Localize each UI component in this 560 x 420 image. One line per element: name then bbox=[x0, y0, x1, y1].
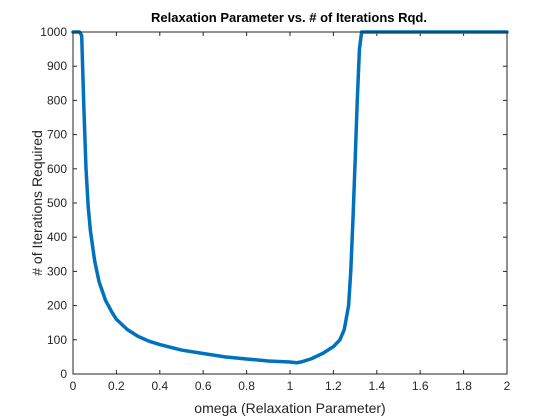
x-tick-label: 1.4 bbox=[368, 379, 385, 393]
chart-title: Relaxation Parameter vs. # of Iterations… bbox=[151, 10, 427, 25]
series-line bbox=[71, 30, 509, 365]
x-axis-title: omega (Relaxation Parameter) bbox=[194, 400, 385, 416]
y-tick-label: 300 bbox=[47, 264, 67, 278]
x-tick-label: 0 bbox=[70, 379, 77, 393]
x-tick-label: 1.8 bbox=[455, 379, 472, 393]
x-tick-label: 1 bbox=[287, 379, 294, 393]
y-tick-label: 400 bbox=[47, 230, 67, 244]
tick-labels: 0 0.2 0.4 0.6 0.8 1 1.2 1.4 1.6 1.8 2 0 100 200 300 400… bbox=[40, 25, 510, 393]
plot-frame bbox=[72, 31, 508, 375]
x-tick-label: 0.2 bbox=[108, 379, 125, 393]
x-tick-label: 0.8 bbox=[238, 379, 255, 393]
y-tick-label: 800 bbox=[47, 93, 67, 107]
y-tick-label: 500 bbox=[47, 196, 67, 210]
x-tick-label: 2 bbox=[504, 379, 511, 393]
x-tick-label: 1.6 bbox=[412, 379, 429, 393]
y-tick-label: 200 bbox=[47, 299, 67, 313]
x-tick-label: 0.6 bbox=[195, 379, 212, 393]
y-tick-label: 1000 bbox=[40, 25, 67, 39]
y-tick-label: 100 bbox=[47, 333, 67, 347]
x-tick-label: 0.4 bbox=[151, 379, 168, 393]
x-tick-label: 1.2 bbox=[325, 379, 342, 393]
y-tick-label: 0 bbox=[60, 367, 67, 381]
y-tick-label: 900 bbox=[47, 59, 67, 73]
y-tick-label: 600 bbox=[47, 162, 67, 176]
y-axis-title: # of Iterations Required bbox=[29, 130, 45, 276]
plot-area bbox=[73, 32, 507, 374]
y-tick-label: 700 bbox=[47, 128, 67, 142]
